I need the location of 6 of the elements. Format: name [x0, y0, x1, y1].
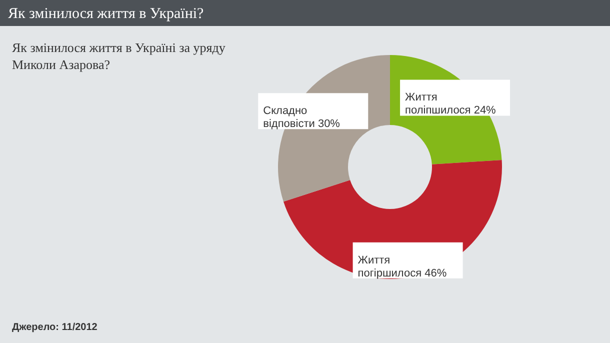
- slice-label: Складно відповісти 30%: [263, 105, 340, 130]
- text: Як змінилося життя в Україні?: [8, 6, 204, 22]
- text: Джерело: 11/2012: [12, 322, 98, 333]
- text: Як змінилося життя в Україні за уряду Миколи Азарова?: [12, 40, 226, 72]
- slice-label: Життя поліпшилося 24%: [405, 92, 496, 117]
- slice-label: Життя погіршилося 46%: [358, 254, 447, 280]
